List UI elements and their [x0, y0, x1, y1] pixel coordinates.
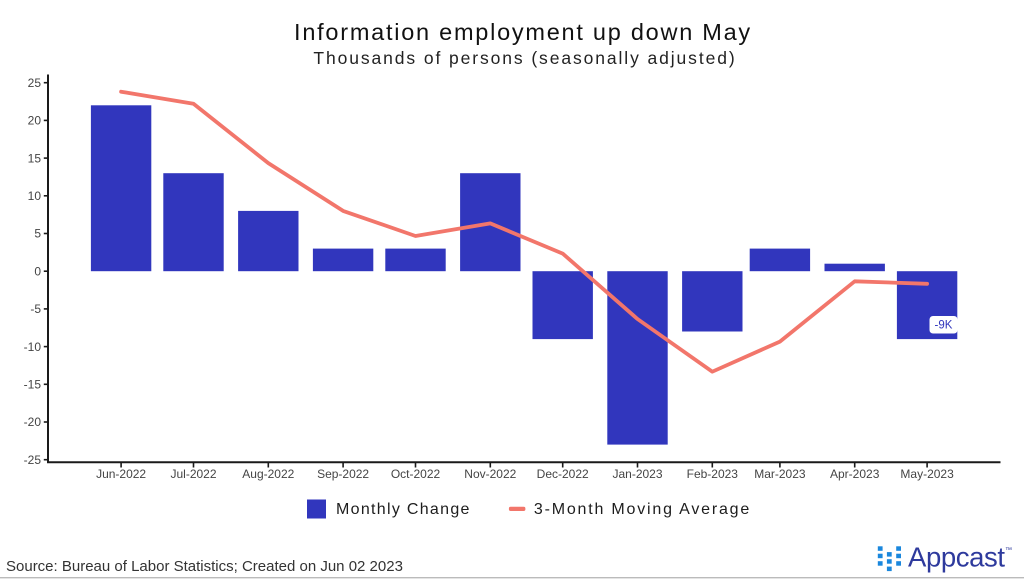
svg-text:Monthly Change: Monthly Change: [336, 501, 471, 518]
svg-text:-25: -25: [24, 453, 42, 467]
svg-text:Dec-2022: Dec-2022: [537, 467, 589, 481]
svg-text:-20: -20: [24, 415, 42, 429]
svg-text:Jun-2022: Jun-2022: [96, 467, 146, 481]
svg-text:3-Month Moving Average: 3-Month Moving Average: [534, 501, 751, 518]
svg-text:Thousands of persons (seasonal: Thousands of persons (seasonally adjuste…: [313, 48, 736, 68]
svg-text:20: 20: [28, 114, 42, 128]
svg-text:Mar-2023: Mar-2023: [754, 467, 806, 481]
svg-text:May-2023: May-2023: [900, 467, 954, 481]
svg-text:Apr-2023: Apr-2023: [830, 467, 880, 481]
svg-text:Source: Bureau of Labor Statis: Source: Bureau of Labor Statistics; Crea…: [6, 558, 403, 575]
svg-text:Information employment up down: Information employment up down May: [294, 19, 752, 45]
svg-text:Feb-2023: Feb-2023: [687, 467, 739, 481]
svg-text:™: ™: [1005, 547, 1012, 554]
svg-text:-15: -15: [24, 378, 42, 392]
svg-text:Appcast: Appcast: [908, 542, 1005, 573]
svg-text:-10: -10: [24, 340, 42, 354]
svg-text:-5: -5: [30, 302, 41, 316]
svg-text:5: 5: [34, 227, 41, 241]
svg-text:-9K: -9K: [935, 320, 953, 332]
svg-text:15: 15: [28, 151, 42, 165]
svg-text:10: 10: [28, 189, 42, 203]
svg-text:25: 25: [28, 76, 42, 90]
svg-text:0: 0: [34, 264, 41, 278]
svg-text:Jan-2023: Jan-2023: [612, 467, 662, 481]
svg-text:Sep-2022: Sep-2022: [317, 467, 369, 481]
svg-text:Nov-2022: Nov-2022: [464, 467, 516, 481]
svg-text:Aug-2022: Aug-2022: [242, 467, 294, 481]
svg-text:Jul-2022: Jul-2022: [170, 467, 216, 481]
svg-text:Oct-2022: Oct-2022: [391, 467, 441, 481]
